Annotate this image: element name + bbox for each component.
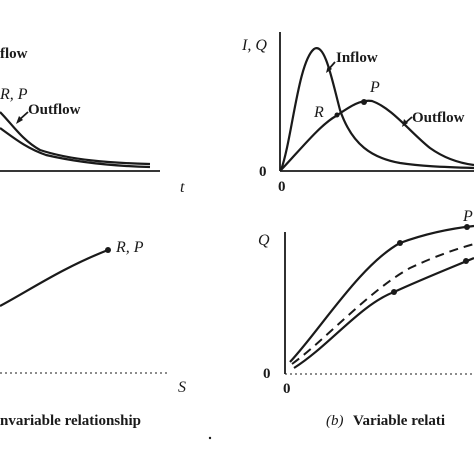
panel-a-rp-label: R, P	[0, 86, 28, 103]
panel-a-hydrograph: flow R, P Outflow t	[0, 46, 185, 196]
panel-b-r-label: R	[313, 104, 324, 121]
panel-b-outflow-pointer-head	[402, 119, 408, 127]
panel-b-bottom-origin-x: 0	[283, 381, 291, 397]
caption-b: (b) Variable relati	[326, 413, 445, 429]
panel-a-bottom-rp-label: R, P	[115, 239, 144, 256]
panel-b-top-origin-x: 0	[278, 179, 286, 195]
panel-b-inflow-pointer-head	[326, 65, 332, 73]
panel-a-t-axis-label: t	[180, 179, 185, 196]
panel-b-falling-limb-curve	[293, 256, 474, 369]
panel-b-q-axis-label: Q	[258, 232, 270, 249]
panel-b-rising-limb-curve	[289, 224, 474, 363]
panel-b-outflow-label: Outflow	[412, 110, 465, 126]
panel-b-inflow-curve	[279, 47, 474, 171]
panel-b-top-origin-y: 0	[259, 164, 267, 180]
caption-a: nvariable relationship	[0, 413, 141, 429]
panel-b-inflow-label: Inflow	[336, 50, 378, 66]
panel-a-storage-curve	[0, 248, 109, 307]
panel-b-peak-p-dot	[361, 99, 367, 105]
panel-a-outflow-pointer-head	[16, 116, 23, 124]
panel-b-p-dot	[464, 224, 470, 230]
panel-b-hydrograph: I, Q Inflow P R Outflow 0 0	[241, 32, 474, 195]
panel-a-s-axis-label: S	[178, 379, 186, 396]
panel-a-storage-relationship: R, P S	[0, 239, 186, 396]
panel-a-rp-dot	[105, 247, 111, 253]
panel-b-storage-loop: Q P 0 0	[258, 208, 474, 397]
panel-b-r-dot	[334, 112, 340, 118]
panel-a-inflow-label: flow	[0, 46, 28, 62]
panel-a-outflow-curve	[0, 127, 151, 169]
panel-b-bottom-origin-y: 0	[263, 366, 271, 382]
caption-b-prefix: (b)	[326, 413, 344, 429]
panel-b-lower-right-dot	[463, 258, 469, 264]
panel-a-inflow-curve	[0, 111, 151, 166]
panel-b-bottom-p-label: P	[462, 208, 473, 225]
panel-b-iq-axis-label: I, Q	[241, 37, 267, 54]
stray-mark	[208, 436, 212, 440]
panel-b-lower-dot	[391, 289, 397, 295]
panel-b-outflow-curve	[280, 99, 474, 171]
panel-b-mean-curve	[291, 243, 474, 365]
panel-a-outflow-label: Outflow	[28, 102, 81, 118]
caption-b-text: Variable relati	[353, 413, 445, 429]
panel-b-p-label: P	[369, 79, 380, 96]
panel-b-upper-dot	[397, 240, 403, 246]
